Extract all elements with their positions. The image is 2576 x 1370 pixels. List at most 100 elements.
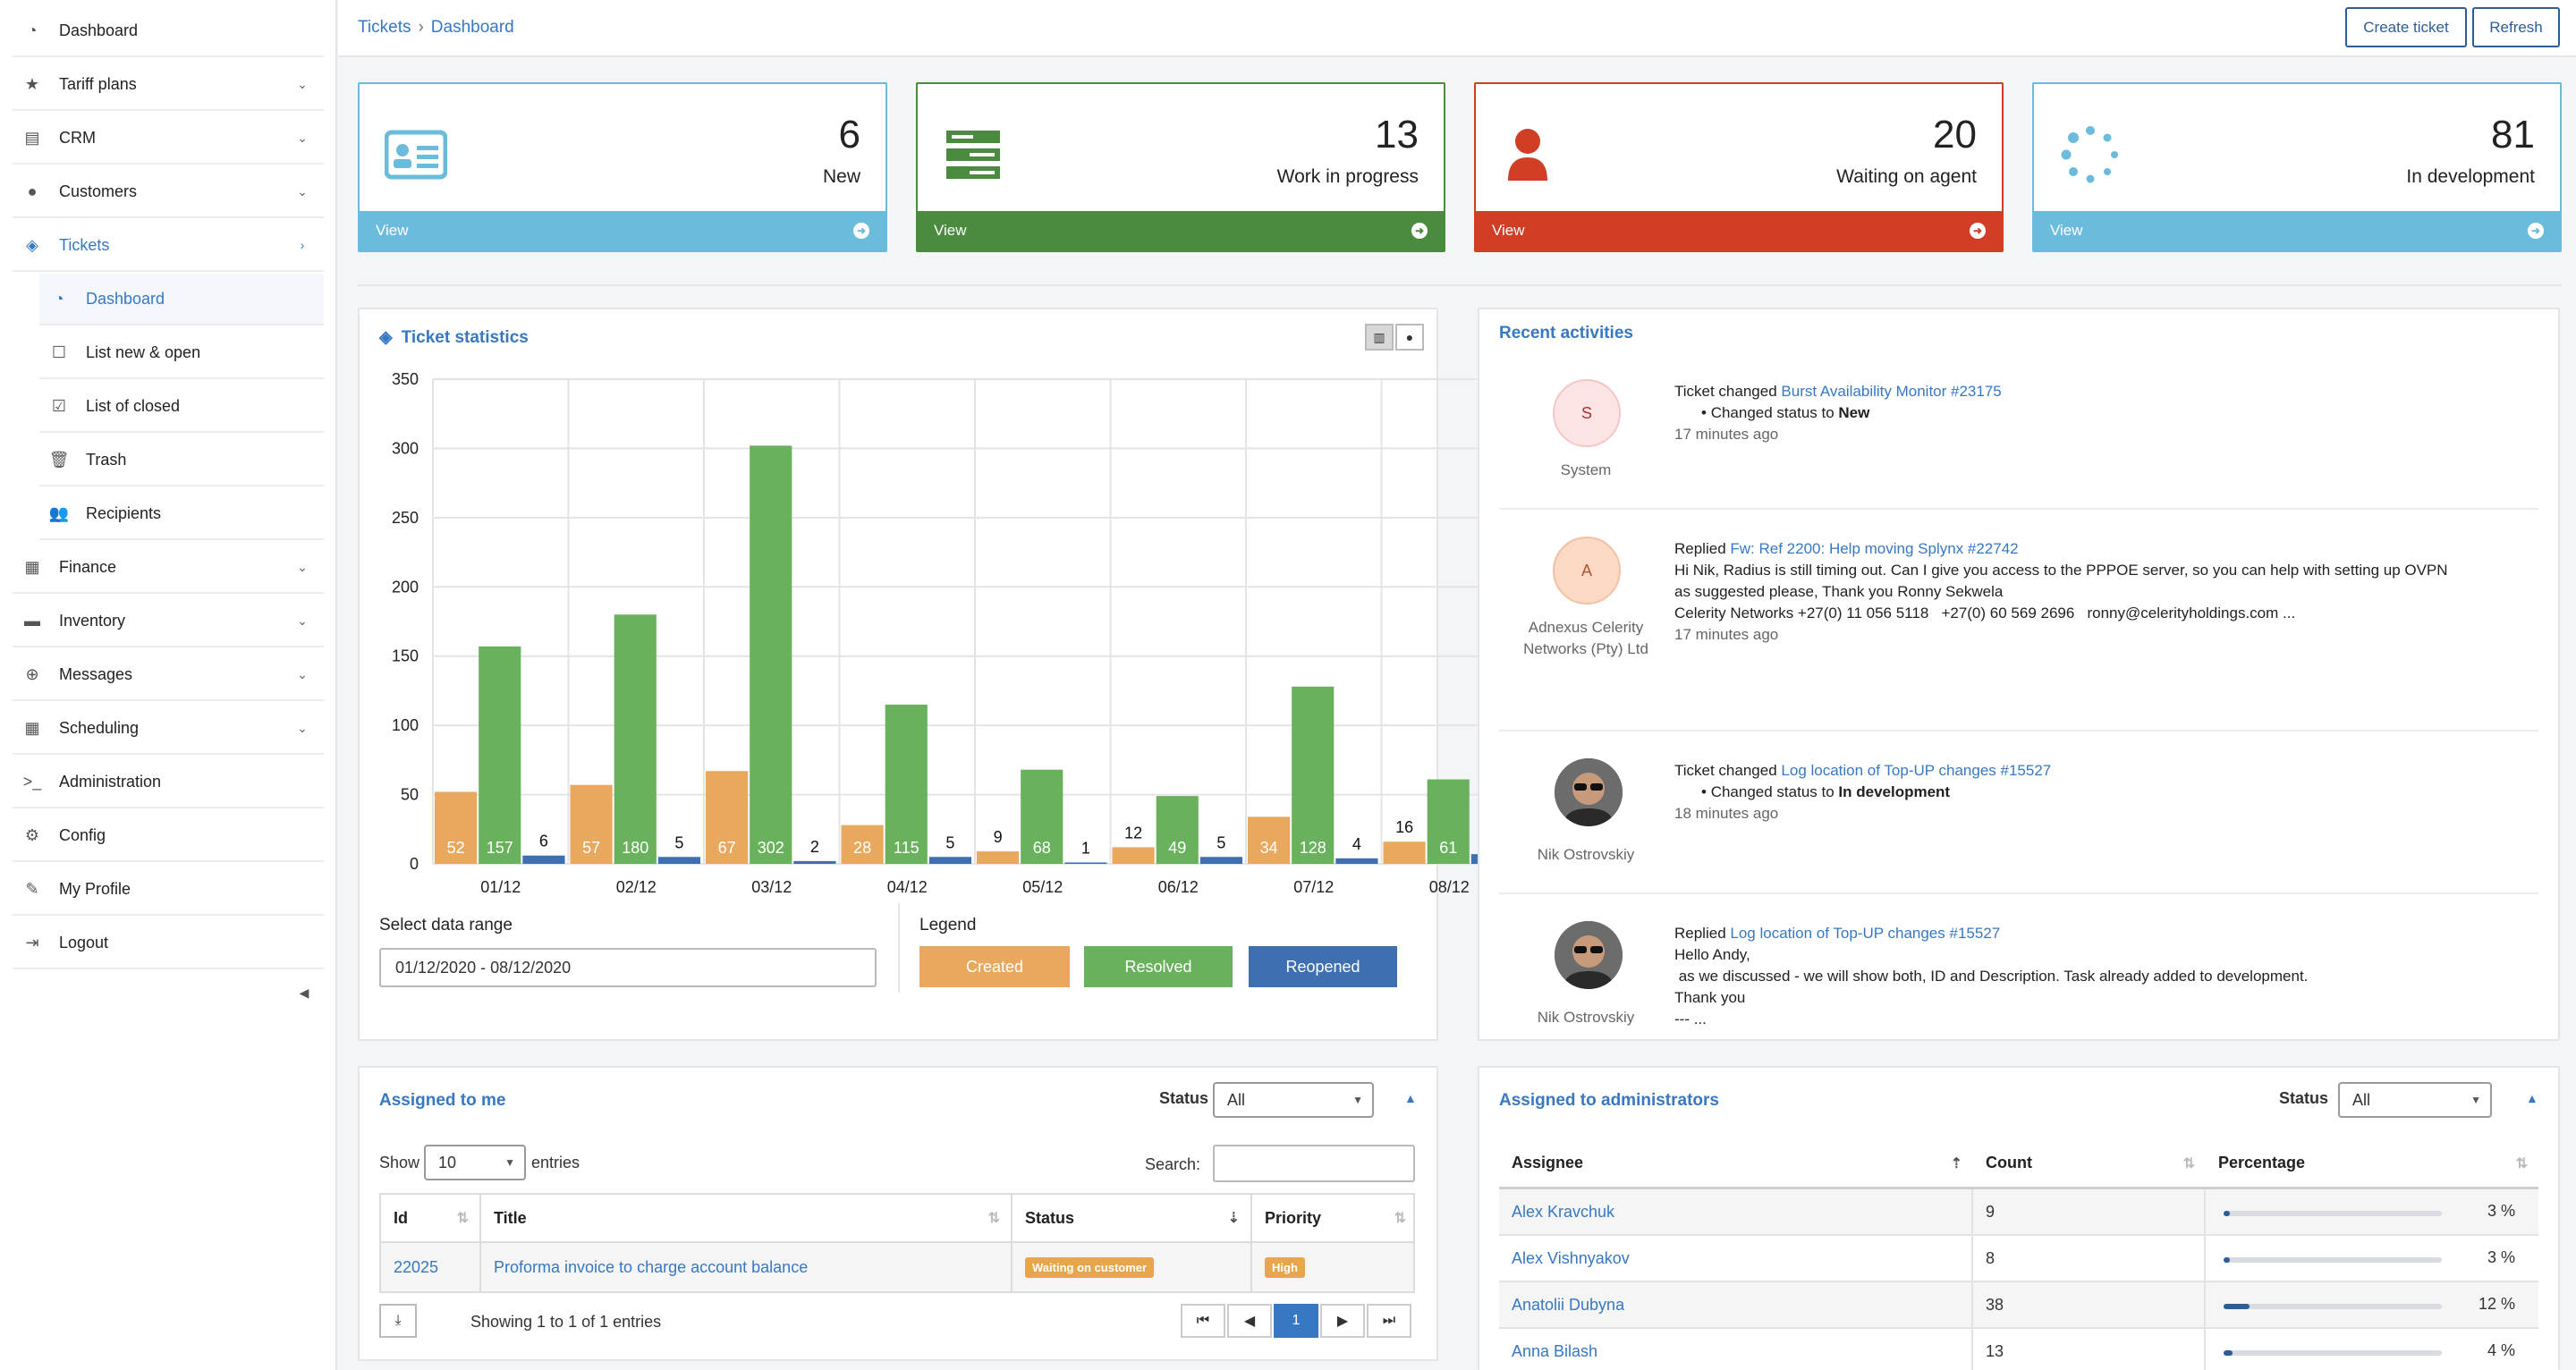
page-button[interactable]: 1 [1274,1304,1318,1338]
sidebar-subitem-list-closed[interactable]: ☑ List of closed [39,381,324,433]
activity-time: 17 minutes ago [1674,426,1779,443]
dashboard-icon: ◔ [54,289,64,308]
breadcrumb-tickets[interactable]: Tickets [358,18,411,37]
export-icon[interactable]: ⤓ [379,1304,417,1338]
user-toggle-icon[interactable]: ● [1395,324,1424,351]
user-photo-icon [1555,758,1623,826]
next-page-button[interactable]: ▶ [1320,1304,1365,1338]
breadcrumb-dashboard[interactable]: Dashboard [430,18,514,37]
column-header-count[interactable]: Count ⇅ [1973,1139,2206,1187]
last-page-button[interactable]: ⏭ [1367,1304,1411,1338]
chevron-down-icon: ⌄ [297,183,308,199]
activity-message-line: as we discussed - we will show both, ID … [1674,968,2309,985]
sidebar-item-crm[interactable]: ▤ CRM ⌄ [13,113,324,165]
sidebar-item-label: Tickets [59,235,110,254]
activity-action: Ticket changed [1674,383,1777,400]
stat-view-link[interactable]: View ➜ [360,211,886,250]
legend-created[interactable]: Created [919,946,1070,987]
date-range-input[interactable]: 01/12/2020 - 08/12/2020 [379,948,877,987]
sidebar-item-config[interactable]: ⚙ Config [13,810,324,862]
table-row[interactable]: Alex Vishnyakov 8 3 % [1499,1236,2538,1282]
first-page-button[interactable]: ⏮ [1181,1304,1225,1338]
legend-reopened[interactable]: Reopened [1249,946,1397,987]
activity-ticket-link[interactable]: Burst Availability Monitor #23175 [1781,383,2002,400]
count-cell: 9 [1973,1189,2206,1234]
activity-action: Ticket changed [1674,762,1777,779]
activity-author: Adnexus Celerity Networks (Pty) Ltd [1523,619,1648,657]
id-card-icon [385,130,447,180]
column-header-status[interactable]: Status ⇣ [1013,1195,1252,1241]
collapse-sidebar-icon[interactable]: ◀ [299,985,309,1000]
assigned-to-me-title: Assigned to me [379,1091,506,1110]
sidebar-item-scheduling[interactable]: ▦ Scheduling ⌄ [13,703,324,755]
assignee-link[interactable]: Anna Bilash [1512,1341,1598,1360]
activity-text: Ticket changed Burst Availability Monito… [1674,381,2002,445]
ticket-id-link[interactable]: 22025 [394,1257,439,1276]
sort-icon: ⇅ [987,1211,1000,1226]
activity-ticket-link[interactable]: Log location of Top-UP changes #15527 [1781,762,2052,779]
sidebar-subitem-dashboard[interactable]: ◔ Dashboard [39,274,324,326]
sidebar-item-logout[interactable]: ⇥ Logout [13,918,324,969]
sidebar-item-finance[interactable]: ▦ Finance ⌄ [13,542,324,594]
sidebar-subitem-recipients[interactable]: 👥 Recipients [39,488,324,540]
sidebar-item-label: Dashboard [59,21,139,39]
prev-page-button[interactable]: ◀ [1227,1304,1272,1338]
count-cell: 8 [1973,1236,2206,1281]
sidebar-item-inventory[interactable]: ▬ Inventory ⌄ [13,596,324,647]
column-header-title[interactable]: Title ⇅ [481,1195,1013,1241]
activity-ticket-link[interactable]: Fw: Ref 2200: Help moving Splynx #22742 [1730,540,2019,557]
create-ticket-button[interactable]: Create ticket [2345,7,2467,47]
sidebar-subitem-trash[interactable]: 🗑 Trash [39,435,324,486]
column-header-percentage[interactable]: Percentage ⇅ [2206,1139,2538,1187]
sidebar-item-dashboard[interactable]: ◔ Dashboard [13,5,324,57]
sidebar-item-customers[interactable]: ● Customers ⌄ [13,166,324,218]
percentage-value: 3 % [2487,1202,2515,1220]
column-header-priority[interactable]: Priority ⇅ [1252,1195,1417,1241]
sidebar-item-my-profile[interactable]: ✎ My Profile [13,864,324,916]
percentage-cell: 12 % [2206,1282,2538,1327]
legend-resolved[interactable]: Resolved [1084,946,1233,987]
stat-card-in-development: 81 In development View ➜ [2032,82,2562,252]
calculator-icon: ▦ [24,557,40,576]
logout-icon: ⇥ [25,933,39,951]
assignee-link[interactable]: Anatolii Dubyna [1512,1295,1625,1314]
column-header-assignee[interactable]: Assignee ⇡ [1499,1139,1973,1187]
column-header-id[interactable]: Id ⇅ [381,1195,481,1241]
bar-chart-toggle-icon[interactable]: ▥ [1365,324,1394,351]
activity-ticket-link[interactable]: Log location of Top-UP changes #15527 [1730,925,2001,942]
sidebar-item-messages[interactable]: ⊕ Messages ⌄ [13,649,324,701]
show-entries-label: Show [379,1154,420,1171]
entries-select[interactable]: 10 ▼ [424,1145,526,1180]
table-row[interactable]: Alex Kravchuk 9 3 % [1499,1189,2538,1236]
user-photo-icon [1555,921,1623,989]
search-label: Search: [1145,1155,1201,1173]
column-label: Status [1025,1208,1075,1227]
assignee-cell: Anna Bilash [1499,1329,1973,1370]
gears-icon: ⚙ [24,825,40,844]
crm-icon: ▤ [24,128,40,147]
assignee-link[interactable]: Alex Kravchuk [1512,1202,1615,1221]
assignee-link[interactable]: Alex Vishnyakov [1512,1248,1630,1267]
status-filter-value: All [2352,1090,2371,1109]
sidebar-item-administration[interactable]: >_ Administration [13,757,324,808]
ticket-title-link[interactable]: Proforma invoice to charge account balan… [494,1257,809,1276]
table-row[interactable]: Anna Bilash 13 4 % [1499,1329,2538,1370]
stat-view-link[interactable]: View ➜ [2034,211,2560,250]
search-input[interactable] [1213,1145,1415,1182]
percentage-bar-fill [2224,1211,2231,1216]
refresh-button[interactable]: Refresh [2472,7,2560,47]
table-row[interactable]: 22025 Proforma invoice to charge account… [379,1243,1415,1293]
stat-view-link[interactable]: View ➜ [918,211,1444,250]
breadcrumb: Tickets › Dashboard [358,18,514,38]
collapse-panel-icon[interactable]: ▲ [2526,1091,2538,1105]
sidebar-item-tickets[interactable]: ◈ Tickets › [13,220,324,272]
table-row[interactable]: Anatolii Dubyna 38 12 % [1499,1282,2538,1329]
breadcrumb-separator: › [418,18,424,37]
admin-status-filter-select[interactable]: All ▼ [2338,1082,2492,1118]
sidebar-subitem-list-new-open[interactable]: ☐ List new & open [39,327,324,379]
stat-view-link[interactable]: View ➜ [1476,211,2002,250]
sidebar-item-tariff-plans[interactable]: ★ Tariff plans ⌄ [13,59,324,111]
status-filter-select[interactable]: All ▼ [1213,1082,1374,1118]
collapse-panel-icon[interactable]: ▲ [1404,1091,1417,1105]
activity-time: 17 minutes ago [1674,626,1779,643]
